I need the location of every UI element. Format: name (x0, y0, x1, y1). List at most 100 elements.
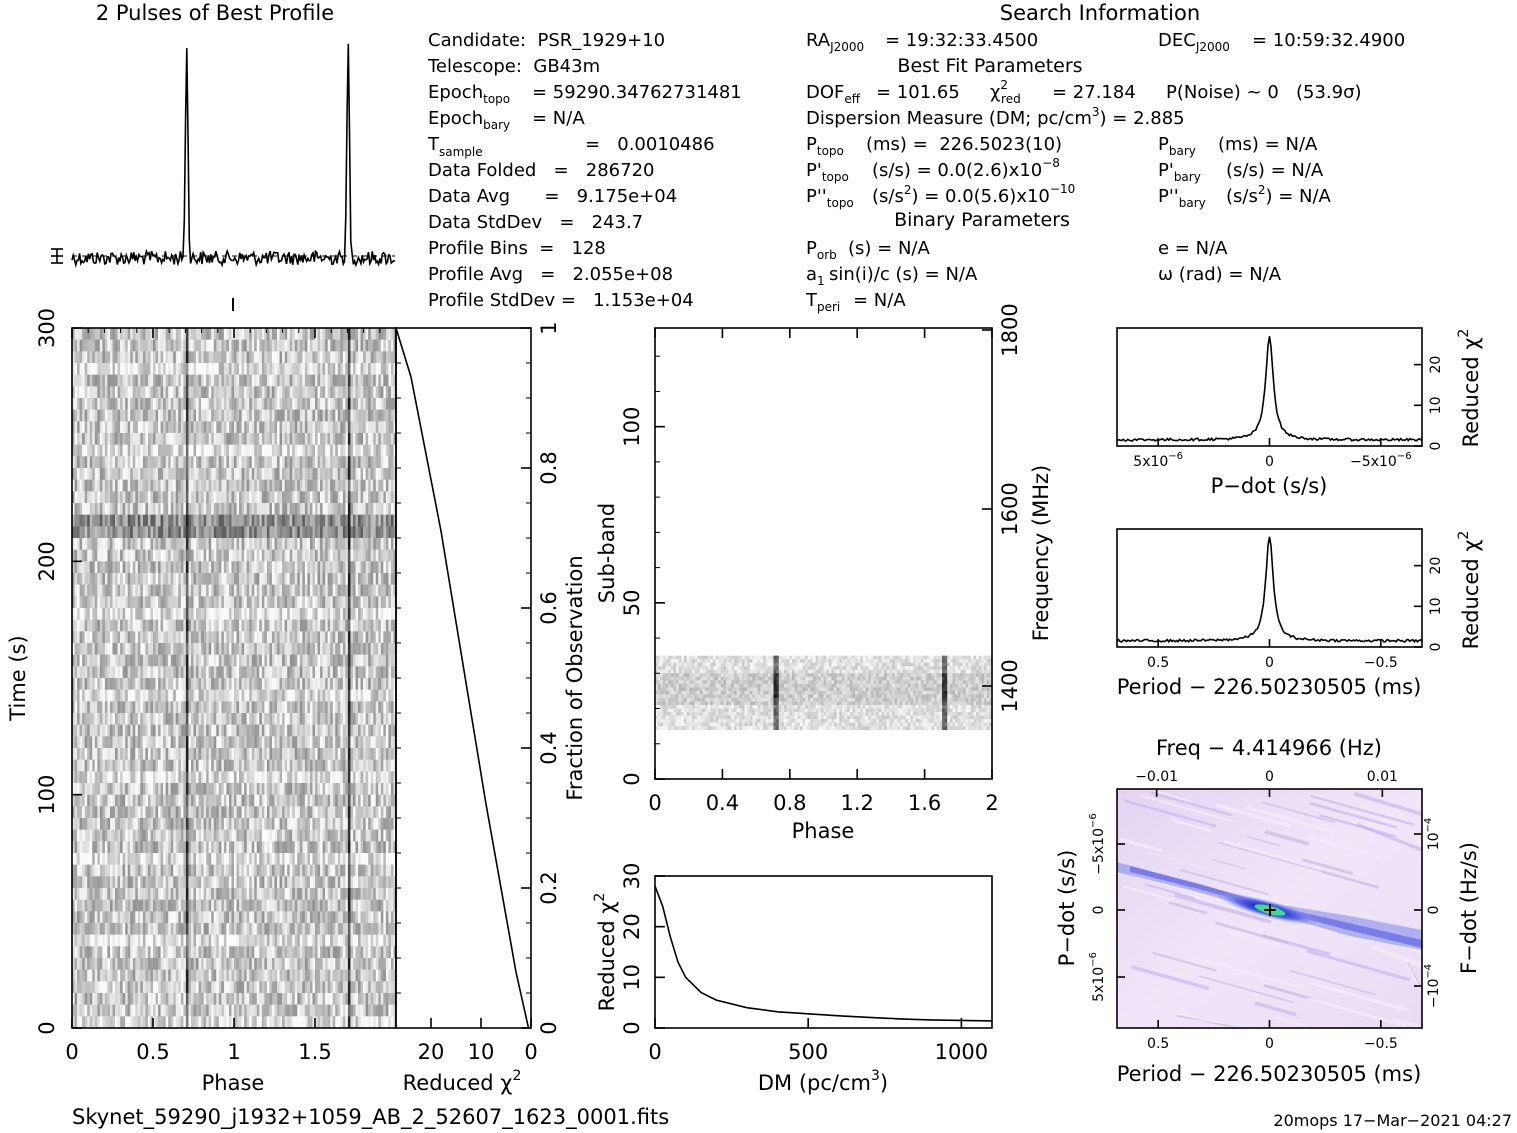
time-phase-cell (158, 514, 161, 527)
time-phase-cell (320, 328, 323, 341)
time-phase-cell (380, 724, 384, 737)
time-phase-cell (84, 584, 88, 597)
time-phase-cell (145, 503, 149, 516)
time-phase-cell (79, 363, 83, 376)
time-phase-cell (249, 374, 253, 387)
time-phase-cell (72, 736, 75, 749)
time-phase-cell (244, 573, 248, 586)
time-phase-cell (307, 479, 311, 492)
time-phase-cell (175, 584, 179, 597)
time-phase-cell (72, 584, 75, 597)
time-phase-cell (393, 491, 397, 504)
time-phase-cell (274, 491, 278, 504)
time-phase-cell (287, 503, 291, 516)
time-phase-cell (251, 666, 255, 679)
time-phase-cell (304, 398, 308, 411)
time-phase-cell (137, 736, 141, 749)
time-phase-cell (99, 328, 103, 341)
time-phase-cell (97, 654, 101, 667)
time-phase-cell (236, 736, 240, 749)
time-phase-cell (375, 678, 379, 691)
time-phase-cell (322, 619, 326, 632)
time-phase-cell (355, 724, 359, 737)
time-phase-cell (289, 351, 293, 364)
time-phase-cell (104, 666, 108, 679)
time-phase-cell (213, 351, 217, 364)
time-phase-cell (383, 724, 387, 737)
time-phase-cell (130, 771, 134, 784)
time-phase-cell (178, 363, 182, 376)
time-phase-cell (140, 421, 144, 434)
time-phase-cell (99, 374, 103, 387)
time-phase-cell (292, 701, 296, 714)
time-phase-cell (297, 619, 301, 632)
time-phase-cell (99, 631, 103, 644)
time-phase-cell (259, 759, 263, 772)
time-phase-cell (289, 643, 293, 656)
time-phase-cell (378, 619, 382, 632)
time-phase-cell (203, 339, 207, 352)
time-phase-cell (170, 433, 174, 446)
time-phase-cell (297, 421, 301, 434)
time-phase-cell (325, 374, 329, 387)
time-phase-cell (160, 514, 164, 527)
time-phase-cell (203, 491, 207, 504)
time-phase-cell (221, 573, 225, 586)
time-phase-cell (383, 701, 387, 714)
time-phase-cell (266, 421, 270, 434)
time-phase-cell (302, 736, 306, 749)
time-phase-cell (185, 409, 189, 422)
time-phase-cell (190, 573, 194, 586)
time-phase-cell (373, 444, 377, 457)
time-phase-cell (299, 468, 303, 481)
time-phase-cell (145, 433, 149, 446)
time-phase-cell (115, 351, 118, 364)
time-phase-cell (140, 724, 144, 737)
time-phase-cell (120, 713, 124, 726)
time-phase-cell (97, 386, 101, 399)
time-phase-cell (385, 608, 389, 621)
time-phase-cell (168, 433, 172, 446)
time-phase-cell (239, 339, 242, 352)
time-phase-cell (89, 678, 93, 691)
data-stddev-text: Data StdDev = 243.7 (428, 212, 643, 233)
time-phase-cell (173, 643, 177, 656)
time-phase-cell (345, 363, 349, 376)
time-phase-cell (287, 584, 291, 597)
time-phase-cell (266, 503, 270, 516)
time-phase-cell (170, 701, 174, 714)
time-phase-cell (373, 666, 377, 679)
time-phase-cell (87, 561, 91, 574)
time-phase-cell (322, 689, 326, 702)
time-phase-cell (117, 759, 121, 772)
time-phase-cell (173, 538, 177, 551)
time-phase-cell (282, 619, 286, 632)
time-phase-cell (201, 573, 205, 586)
time-phase-cell (294, 398, 298, 411)
time-phase-cell (102, 339, 106, 352)
time-phase-cell (135, 736, 139, 749)
time-phase-cell (72, 643, 75, 656)
time-phase-cell (168, 409, 172, 422)
time-phase-cell (218, 654, 222, 667)
time-phase-cell (330, 374, 334, 387)
time-phase-cell (185, 526, 189, 539)
time-phase-cell (203, 398, 207, 411)
time-phase-cell (221, 503, 225, 516)
time-phase-cell (115, 363, 118, 376)
time-phase-cell (282, 549, 286, 562)
time-phase-cell (375, 433, 379, 446)
time-phase-cell (112, 748, 116, 761)
time-phase-cell (320, 386, 323, 399)
time-phase-cell (196, 596, 199, 609)
time-phase-cell (74, 526, 78, 539)
time-phase-cell (388, 398, 392, 411)
time-phase-cell (178, 713, 182, 726)
time-phase-cell (289, 619, 293, 632)
time-phase-cell (388, 491, 392, 504)
time-phase-cell (360, 433, 364, 446)
time-phase-cell (327, 328, 331, 341)
time-phase-cell (261, 479, 265, 492)
time-phase-cell (163, 398, 167, 411)
time-phase-cell (94, 654, 98, 667)
